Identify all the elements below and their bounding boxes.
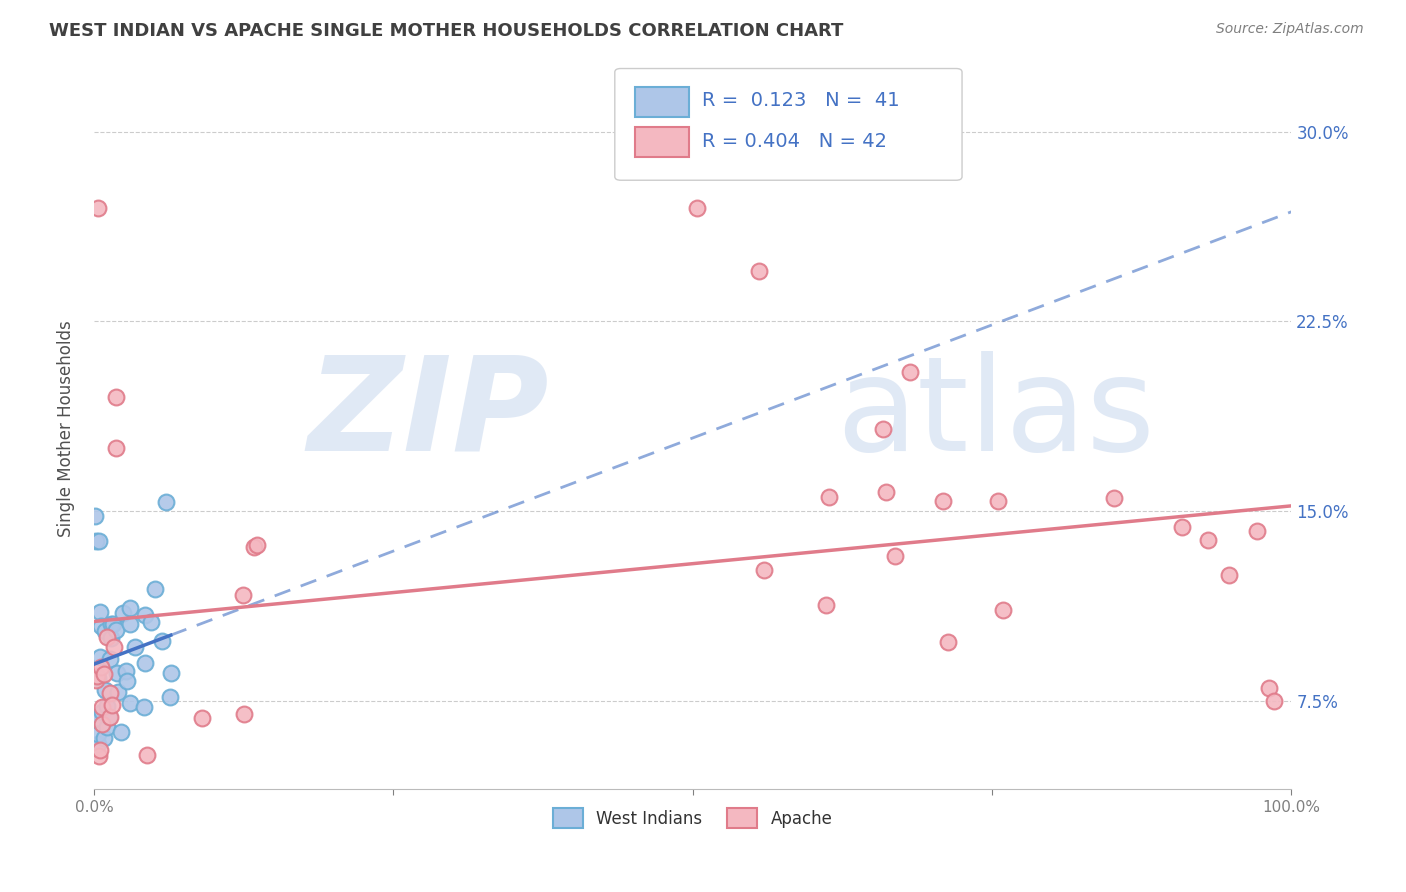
Legend: West Indians, Apache: West Indians, Apache — [546, 801, 839, 835]
Point — [103, 640, 125, 654]
Point — [818, 490, 841, 504]
Point — [814, 598, 837, 612]
Point — [875, 485, 897, 500]
Point — [1197, 533, 1219, 548]
Point — [96, 698, 118, 713]
Point — [89, 743, 111, 757]
Point — [98, 686, 121, 700]
Point — [90, 619, 112, 633]
Point — [96, 630, 118, 644]
Point — [872, 422, 894, 436]
Point — [135, 747, 157, 762]
Point — [84, 673, 107, 687]
Point — [87, 671, 110, 685]
Point — [110, 725, 132, 739]
Point — [87, 711, 110, 725]
Point — [1102, 491, 1125, 506]
Point — [754, 564, 776, 578]
FancyBboxPatch shape — [636, 127, 689, 157]
Point — [883, 549, 905, 564]
Point — [124, 640, 146, 655]
Point — [159, 690, 181, 704]
Point — [686, 201, 709, 215]
Point — [120, 616, 142, 631]
Point — [1257, 681, 1279, 695]
Point — [98, 709, 121, 723]
Point — [84, 534, 107, 549]
Point — [159, 665, 181, 680]
FancyBboxPatch shape — [614, 69, 962, 180]
Point — [86, 201, 108, 215]
FancyBboxPatch shape — [636, 87, 689, 117]
Point — [90, 659, 112, 673]
Point — [96, 720, 118, 734]
Text: atlas: atlas — [837, 351, 1156, 478]
Point — [936, 635, 959, 649]
Point — [104, 390, 127, 404]
Point — [94, 683, 117, 698]
Point — [114, 664, 136, 678]
Point — [86, 669, 108, 683]
Point — [89, 649, 111, 664]
Text: R =  0.123   N =  41: R = 0.123 N = 41 — [702, 92, 900, 111]
Point — [101, 698, 124, 712]
Y-axis label: Single Mother Households: Single Mother Households — [58, 320, 75, 537]
Point — [118, 601, 141, 615]
Point — [105, 441, 128, 455]
Point — [993, 603, 1015, 617]
Point — [143, 582, 166, 597]
Point — [898, 365, 921, 379]
Point — [87, 749, 110, 764]
Point — [931, 493, 953, 508]
Point — [87, 737, 110, 751]
Text: R = 0.404   N = 42: R = 0.404 N = 42 — [702, 132, 887, 151]
Point — [89, 606, 111, 620]
Point — [91, 717, 114, 731]
Point — [87, 533, 110, 548]
Point — [1263, 694, 1285, 708]
Point — [191, 711, 214, 725]
Point — [242, 540, 264, 554]
Point — [105, 623, 128, 637]
Point — [84, 509, 107, 524]
Point — [107, 685, 129, 699]
Point — [134, 607, 156, 622]
Point — [1218, 567, 1240, 582]
Text: WEST INDIAN VS APACHE SINGLE MOTHER HOUSEHOLDS CORRELATION CHART: WEST INDIAN VS APACHE SINGLE MOTHER HOUS… — [49, 22, 844, 40]
Point — [100, 632, 122, 646]
Point — [93, 666, 115, 681]
Point — [100, 617, 122, 632]
Point — [747, 264, 769, 278]
Point — [232, 588, 254, 602]
Point — [120, 696, 142, 710]
Point — [1246, 524, 1268, 538]
Point — [232, 707, 254, 722]
Point — [91, 706, 114, 720]
Text: ZIP: ZIP — [308, 351, 548, 478]
Text: Source: ZipAtlas.com: Source: ZipAtlas.com — [1216, 22, 1364, 37]
Point — [111, 606, 134, 620]
Point — [93, 731, 115, 746]
Point — [1171, 520, 1194, 534]
Point — [132, 699, 155, 714]
Point — [90, 700, 112, 714]
Point — [134, 656, 156, 670]
Point — [987, 494, 1010, 508]
Point — [150, 633, 173, 648]
Point — [155, 495, 177, 509]
Point — [117, 673, 139, 688]
Point — [105, 666, 128, 681]
Point — [87, 726, 110, 740]
Point — [98, 652, 121, 666]
Point — [94, 624, 117, 638]
Point — [139, 615, 162, 629]
Point — [246, 538, 269, 552]
Point — [103, 616, 125, 631]
Point — [98, 710, 121, 724]
